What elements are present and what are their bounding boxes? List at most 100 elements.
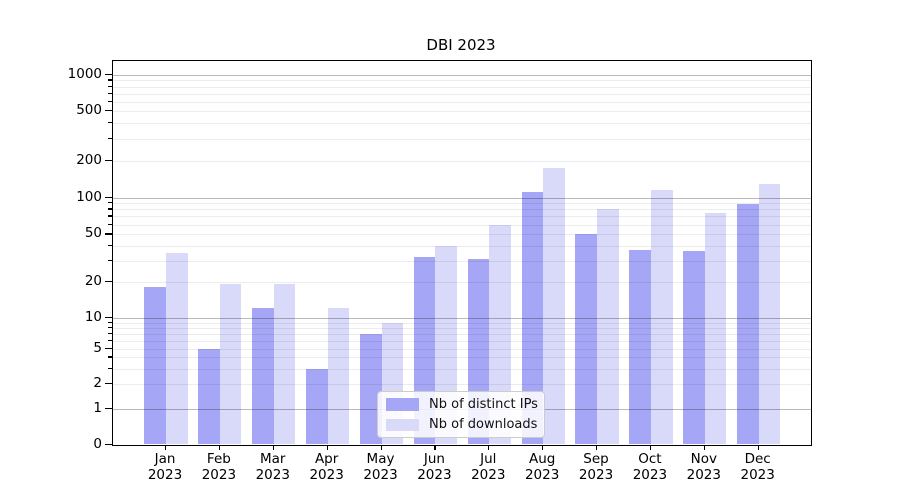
y-tick-label: 2: [93, 375, 102, 392]
x-tick: [488, 445, 490, 450]
plot-area: [112, 60, 812, 446]
y-minor-tick: [108, 223, 112, 225]
gridline-major: [113, 197, 811, 199]
x-tick: [649, 445, 652, 450]
legend-item-downloads: Nb of downloads: [386, 417, 537, 434]
y-tick-label: 20: [84, 272, 102, 289]
gridline-minor: [113, 161, 811, 162]
gridline-minor: [113, 333, 811, 335]
bar-nb-of-distinct-ips-apr-2023: [306, 368, 328, 445]
y-minor-tick: [108, 85, 112, 87]
gridline-minor: [113, 384, 811, 386]
y-tick-label: 0: [93, 435, 102, 452]
x-tick: [703, 445, 705, 450]
x-tick: [326, 445, 328, 450]
x-tick-label: Jun 2023: [417, 451, 452, 483]
x-tick-label: Feb 2023: [201, 451, 237, 483]
y-minor-tick: [108, 122, 112, 124]
legend-label-distinct-ips: Nb of distinct IPs: [429, 396, 538, 412]
y-tick-label: 10: [84, 309, 102, 325]
gridline-minor: [113, 216, 811, 218]
x-tick-label: Jul 2023: [471, 451, 506, 483]
gridline-minor: [113, 93, 811, 95]
x-tick-label: Apr 2023: [309, 451, 344, 483]
bar-nb-of-distinct-ips-sep-2023: [575, 234, 598, 445]
gridline-major: [113, 75, 811, 76]
gridline-minor: [113, 101, 811, 103]
bar-nb-of-distinct-ips-dec-2023: [737, 204, 759, 445]
bar-nb-of-downloads-dec-2023: [758, 183, 781, 445]
gridline-minor: [113, 357, 811, 359]
bar-nb-of-distinct-ips-mar-2023: [252, 308, 274, 445]
gridline-major: [113, 318, 811, 319]
y-tick: [105, 383, 112, 385]
gridline-minor: [113, 348, 811, 350]
y-minor-tick: [108, 208, 112, 210]
x-tick: [542, 445, 544, 450]
x-tick-label: Aug 2023: [524, 451, 560, 483]
y-tick: [105, 160, 112, 162]
y-minor-tick: [108, 92, 112, 94]
x-tick: [218, 445, 221, 450]
y-minor-tick: [108, 367, 112, 369]
bar-nb-of-downloads-nov-2023: [704, 212, 727, 445]
x-tick: [434, 445, 436, 450]
x-tick-label: Dec 2023: [740, 451, 775, 483]
x-tick-label: Oct 2023: [632, 451, 668, 483]
chart-title: DBI 2023: [426, 36, 496, 54]
x-tick: [757, 445, 759, 450]
y-tick: [105, 196, 112, 198]
y-tick-label: 100: [76, 188, 102, 205]
y-tick-label: 50: [84, 225, 102, 242]
x-tick: [596, 445, 598, 450]
y-minor-tick: [108, 244, 112, 247]
x-tick-label: May 2023: [363, 451, 398, 483]
y-minor-tick: [108, 259, 112, 261]
x-tick: [272, 445, 274, 450]
gridline-minor: [113, 111, 811, 112]
gridline-minor: [113, 138, 811, 140]
bar-nb-of-distinct-ips-oct-2023: [629, 249, 651, 445]
bar-nb-of-downloads-oct-2023: [650, 190, 673, 445]
y-tick: [105, 443, 112, 445]
y-minor-tick: [108, 332, 112, 334]
bar-nb-of-distinct-ips-jan-2023: [144, 287, 166, 445]
y-tick-label: 1: [93, 400, 102, 417]
gridline-minor: [113, 224, 811, 226]
y-minor-tick: [108, 356, 112, 358]
y-minor-tick: [108, 339, 112, 341]
legend-item-distinct-ips: Nb of distinct IPs: [386, 396, 538, 413]
x-tick-label: Jan 2023: [147, 451, 183, 483]
y-tick-label: 200: [76, 152, 102, 168]
y-minor-tick: [108, 100, 112, 102]
gridline-minor: [113, 340, 811, 342]
y-minor-tick: [108, 79, 112, 81]
y-tick: [105, 74, 112, 76]
bar-nb-of-downloads-mar-2023: [273, 284, 296, 445]
bar-nb-of-downloads-aug-2023: [543, 168, 565, 445]
bar-nb-of-downloads-sep-2023: [597, 209, 619, 445]
y-tick: [105, 408, 112, 410]
gridline-minor: [113, 368, 811, 370]
bar-nb-of-downloads-jan-2023: [166, 252, 188, 445]
y-minor-tick: [108, 215, 112, 217]
bar-nb-of-distinct-ips-aug-2023: [521, 192, 544, 445]
y-minor-tick: [108, 321, 112, 323]
x-tick-label: Nov 2023: [686, 451, 721, 483]
gridline-minor: [113, 281, 811, 283]
x-tick: [380, 445, 382, 450]
bar-nb-of-downloads-apr-2023: [327, 308, 350, 445]
y-tick: [105, 347, 112, 349]
legend-swatch-downloads: [386, 418, 419, 431]
legend: Nb of distinct IPs Nb of downloads: [377, 391, 545, 438]
bar-nb-of-distinct-ips-nov-2023: [683, 251, 705, 445]
y-tick-label: 5: [93, 339, 102, 356]
y-tick-label: 1000: [67, 66, 102, 82]
y-tick-label: 500: [76, 102, 102, 118]
y-tick: [105, 233, 112, 235]
x-tick-label: Sep 2023: [578, 451, 614, 483]
gridline-minor: [113, 123, 811, 125]
y-tick: [105, 110, 112, 112]
y-minor-tick: [108, 202, 112, 204]
